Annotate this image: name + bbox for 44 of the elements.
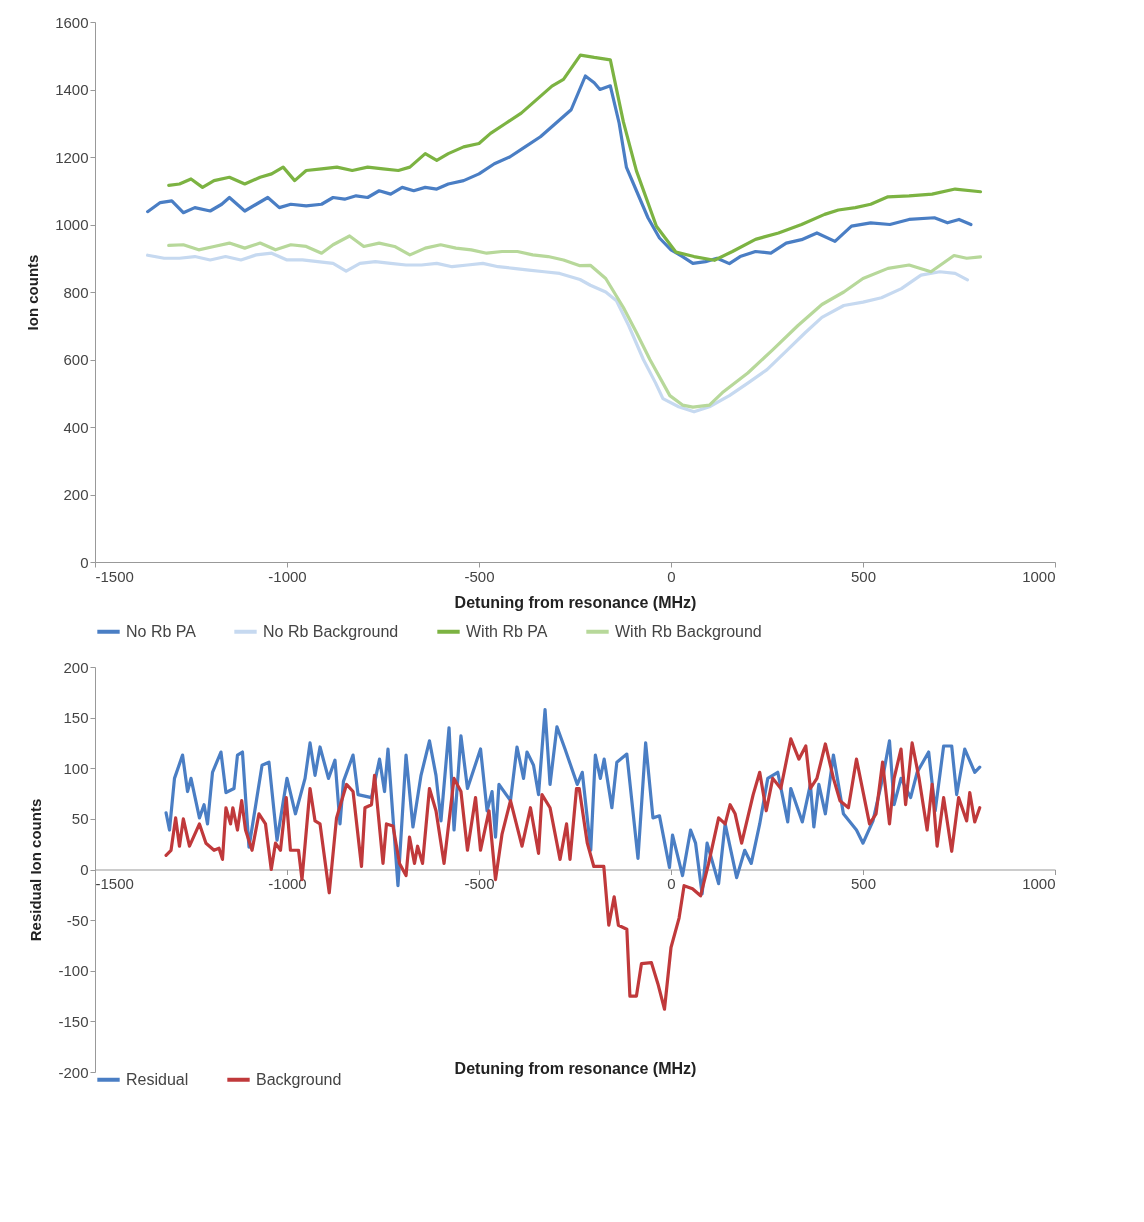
legend-label: Residual: [126, 1070, 189, 1088]
y-tick-label: 50: [71, 810, 89, 828]
y-tick-label: 0: [80, 553, 89, 571]
legend-label: With Rb PA: [466, 622, 548, 640]
x-tick-label: 0: [667, 875, 676, 892]
line-series: [164, 707, 982, 896]
y-tick-label: 1000: [55, 216, 89, 233]
x-tick-label: 500: [850, 567, 877, 585]
legend-label: Background: [256, 1070, 342, 1088]
x-axis-title: Detuning from resonance (MHz): [454, 593, 697, 611]
x-tick-label: 1000: [1022, 875, 1056, 892]
y-tick-label: -100: [58, 962, 89, 980]
y-tick-label: 800: [63, 283, 89, 301]
y-tick-label: -200: [58, 1063, 89, 1081]
y-tick-label: -150: [58, 1012, 89, 1030]
y-axis-title: Residual Ion counts: [27, 798, 45, 942]
y-tick-label: 1400: [55, 81, 89, 98]
y-tick-label: 0: [80, 861, 89, 878]
x-tick-label: 1000: [1022, 567, 1056, 585]
legend-label: With Rb Background: [615, 622, 762, 640]
x-tick-label: 0: [667, 567, 676, 585]
y-tick-label: -50: [66, 911, 89, 929]
x-axis-title: Detuning from resonance (MHz): [454, 1059, 697, 1077]
y-axis-title: Ion counts: [24, 254, 42, 331]
x-tick-label: -500: [464, 567, 495, 585]
line-series: [164, 737, 982, 1011]
x-tick-label: -1500: [95, 875, 134, 892]
line-series: [167, 234, 983, 409]
legend-label: No Rb PA: [126, 622, 197, 640]
y-tick-label: 150: [63, 709, 89, 727]
x-tick-label: -500: [464, 875, 495, 892]
y-tick-label: 200: [63, 486, 89, 503]
x-tick-label: -1000: [268, 567, 307, 585]
x-tick-label: -1000: [268, 875, 307, 892]
y-tick-label: 100: [63, 759, 89, 777]
line-series: [146, 251, 970, 414]
x-tick-label: 500: [850, 875, 877, 892]
y-tick-label: 600: [63, 351, 89, 368]
y-tick-label: 200: [63, 658, 89, 676]
y-tick-label: 400: [63, 418, 89, 436]
x-tick-label: -1500: [95, 567, 134, 585]
legend-label: No Rb Background: [263, 622, 399, 640]
y-tick-label: 1200: [55, 148, 89, 166]
y-tick-label: 1600: [55, 13, 89, 31]
